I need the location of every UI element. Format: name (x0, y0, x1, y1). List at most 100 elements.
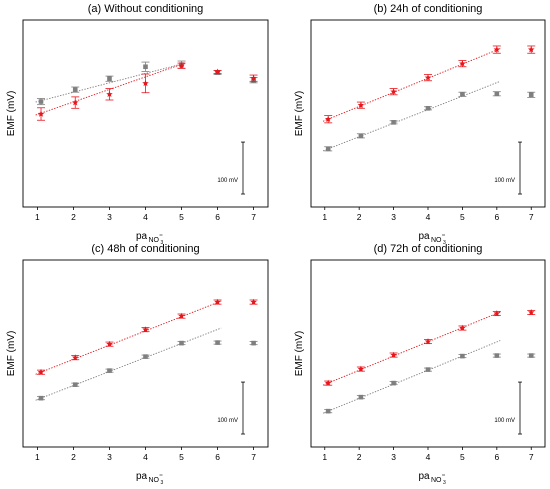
data-point (72, 87, 78, 92)
y-axis-label: EMF (mV) (294, 91, 305, 137)
x-axis-label: pa (136, 231, 148, 242)
panel-title: (d) 72h of conditioning (374, 243, 483, 255)
data-point (37, 110, 45, 117)
fit-line (322, 340, 501, 414)
data-point (425, 106, 431, 111)
data-point (528, 309, 535, 316)
data-point (107, 76, 112, 81)
x-axis-label-subsub: 3 (161, 240, 164, 246)
data-point (357, 101, 365, 108)
x-axis-label-subsub: 3 (161, 480, 164, 484)
x-axis-label-subsub: 3 (443, 240, 446, 246)
x-tick-label: 2 (71, 452, 76, 462)
x-tick-label: 6 (215, 452, 220, 462)
data-point (494, 353, 500, 358)
data-point (459, 324, 466, 331)
fit-line (35, 327, 222, 401)
scale-bar: 100 mV (217, 141, 245, 195)
fit-line (35, 62, 186, 116)
x-tick-label: 7 (529, 212, 534, 222)
data-point (214, 298, 221, 305)
data-point (391, 120, 396, 125)
x-tick-label: 4 (426, 212, 431, 222)
data-point (178, 312, 185, 319)
panel-1: (a) Without conditioning EMF (mV) 1 2 3 4 5 6 7 p… (6, 3, 269, 246)
data-point (528, 92, 534, 98)
scale-bar: 100 mV (494, 381, 522, 435)
x-tick-label: 3 (107, 452, 112, 462)
data-point (459, 60, 466, 67)
data-point (251, 340, 256, 346)
x-tick-label: 6 (494, 212, 499, 222)
data-point (143, 354, 148, 359)
data-point (38, 99, 44, 104)
panel-3: (c) 48h of conditioning EMF (mV) 1 2 3 4 5 6 7 pa… (6, 243, 269, 486)
x-tick-label: 4 (426, 452, 431, 462)
x-tick-label: 1 (322, 212, 327, 222)
data-point (37, 368, 45, 375)
scale-bar-label: 100 mV (494, 178, 515, 184)
data-point (178, 62, 185, 69)
x-axis-label: pa (136, 471, 148, 482)
scale-bar-label: 100 mV (494, 418, 515, 424)
scale-bar-label: 100 mV (217, 178, 238, 184)
x-axis-label-sub: NO (149, 237, 160, 244)
panel-title: (b) 24h of conditioning (374, 3, 483, 15)
scale-bar-label: 100 mV (217, 418, 238, 424)
data-point (493, 310, 501, 317)
data-point (493, 46, 501, 53)
x-tick-label: 7 (251, 452, 256, 462)
x-tick-label: 7 (251, 212, 256, 222)
data-point (358, 133, 364, 139)
x-tick-label: 1 (322, 452, 327, 462)
x-tick-label: 6 (215, 212, 220, 222)
series-gray (322, 80, 536, 152)
data-point (325, 146, 331, 152)
data-point (143, 64, 148, 70)
x-tick-label: 5 (179, 452, 184, 462)
data-point (390, 351, 397, 358)
fit-line (322, 48, 501, 122)
data-point (215, 340, 220, 345)
panel-2: (b) 24h of conditioning EMF (mV) 1 2 3 4 5 6 7 pa… (294, 3, 546, 246)
data-point (358, 394, 364, 400)
data-point (460, 353, 465, 359)
x-tick-label: 1 (35, 452, 40, 462)
x-axis-label-subsub: 3 (443, 480, 446, 484)
data-point (72, 354, 79, 361)
x-tick-label: 1 (35, 212, 40, 222)
data-point (425, 367, 431, 372)
data-point (528, 353, 534, 358)
x-tick-label: 5 (460, 212, 465, 222)
fit-line (322, 80, 501, 152)
y-axis-label: EMF (mV) (294, 331, 305, 377)
x-axis-label-sub: NO (431, 237, 442, 244)
x-tick-label: 2 (357, 212, 362, 222)
data-point (142, 79, 149, 87)
series-gray (322, 340, 536, 414)
x-axis-label-sub: NO (431, 477, 442, 484)
x-axis-label: pa (418, 231, 430, 242)
y-axis-label: EMF (mV) (6, 91, 17, 137)
x-tick-label: 6 (494, 452, 499, 462)
data-point (106, 90, 113, 98)
x-tick-label: 4 (143, 212, 148, 222)
x-tick-label: 3 (391, 212, 396, 222)
data-point (179, 340, 184, 346)
y-axis-label: EMF (mV) (6, 331, 17, 377)
data-point (494, 91, 500, 97)
x-tick-label: 3 (107, 212, 112, 222)
data-point (424, 74, 432, 81)
x-axis-label-sub: NO (149, 477, 160, 484)
series-red (35, 298, 258, 375)
series-red (35, 62, 258, 121)
fit-line (322, 311, 501, 386)
data-point (391, 380, 396, 386)
x-tick-label: 4 (143, 452, 148, 462)
series-red (322, 45, 536, 124)
data-point (250, 298, 257, 305)
panel-title: (c) 48h of conditioning (91, 243, 199, 255)
x-tick-label: 5 (179, 212, 184, 222)
x-axis-label: pa (418, 471, 430, 482)
